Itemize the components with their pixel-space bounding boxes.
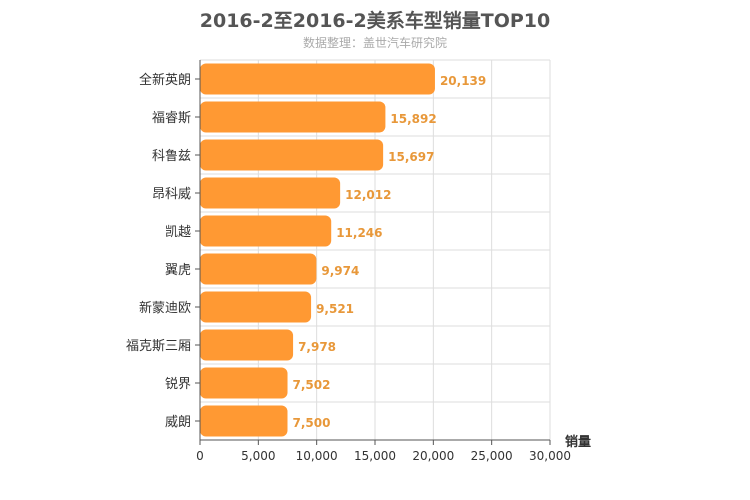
data-label: 7,978 — [298, 340, 336, 354]
data-label: 12,012 — [345, 188, 391, 202]
chart-subtitle: 数据整理：盖世汽车研究院 — [302, 36, 447, 50]
bar — [200, 405, 288, 437]
bar — [200, 63, 435, 95]
category-label: 锐界 — [165, 377, 191, 392]
data-label: 11,246 — [336, 226, 382, 240]
x-tick-label: 0 — [196, 449, 204, 463]
bar — [200, 177, 341, 209]
data-label: 20,139 — [440, 74, 486, 88]
bar — [200, 367, 288, 399]
x-tick-label: 10,000 — [296, 449, 338, 463]
bar — [200, 101, 386, 133]
data-label: 15,697 — [388, 150, 434, 164]
x-tick-label: 20,000 — [412, 449, 454, 463]
category-label: 全新英朗 — [139, 72, 191, 88]
category-label: 凯越 — [165, 225, 191, 240]
label-layer: 0 5,000 10,000 15,000 20,000 25,000 30,000 全新英朗… — [126, 72, 571, 463]
bar — [200, 139, 384, 171]
chart-title: 2016-2至2016-2美系车型销量TOP10 — [199, 10, 551, 32]
data-label: 9,521 — [316, 302, 354, 316]
x-tick-label: 15,000 — [354, 449, 396, 463]
category-label: 科鲁兹 — [152, 149, 191, 164]
x-tick-label: 25,000 — [471, 449, 513, 463]
category-label: 新蒙迪欧 — [139, 300, 191, 316]
category-label: 昂科威 — [152, 187, 191, 202]
category-label: 翼虎 — [165, 263, 191, 278]
x-tick-label: 30,000 — [529, 449, 571, 463]
category-label: 福睿斯 — [152, 111, 191, 126]
x-axis-title: 销量 — [565, 434, 591, 450]
data-label: 7,500 — [293, 416, 331, 430]
bar — [200, 215, 332, 247]
x-tick-label: 5,000 — [241, 449, 275, 463]
data-label: 9,974 — [321, 264, 359, 278]
bar — [200, 291, 312, 323]
category-label: 福克斯三厢 — [126, 339, 191, 354]
bar-layer — [200, 63, 435, 437]
bar — [200, 253, 317, 285]
data-label: 15,892 — [390, 112, 436, 126]
category-label: 威朗 — [165, 415, 191, 430]
data-label: 7,502 — [293, 378, 331, 392]
bar — [200, 329, 294, 361]
